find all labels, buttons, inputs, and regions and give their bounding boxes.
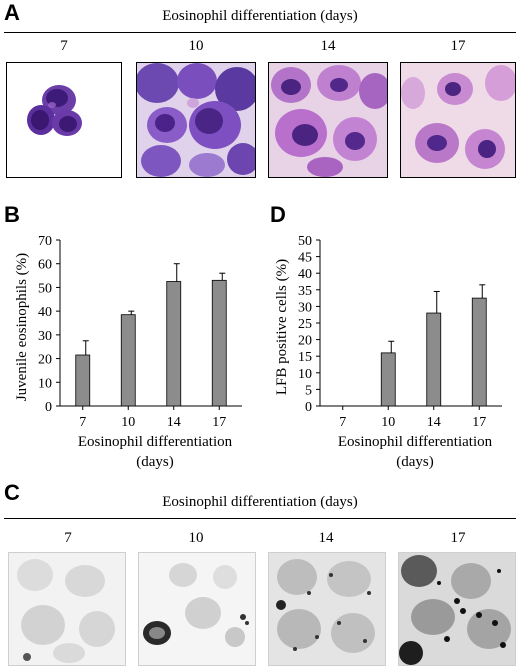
- chart-d-xlabel: Eosinophil differentiation: [338, 434, 493, 450]
- chart-d-xtick-label-17: 17: [472, 415, 486, 430]
- chart-b-ytick-label-3: 30: [38, 329, 52, 344]
- panel-c-day-17: 17: [450, 530, 466, 546]
- panel-a-day-7: 7: [60, 38, 68, 54]
- panel-a-day-10: 10: [188, 38, 204, 54]
- panel-c-day-7: 7: [64, 530, 72, 546]
- chart-b-ytick-label-7: 70: [38, 234, 52, 249]
- chart-d-ylabel: LFB positive cells (%): [274, 259, 290, 395]
- chart-d-ytick-label-7: 35: [298, 284, 312, 299]
- panel-a-day-17: 17: [450, 38, 466, 54]
- chart-d-bar-17: [471, 297, 487, 407]
- chart-b-xlabel-2: (days): [136, 454, 174, 470]
- panel-a-rule: [4, 32, 516, 33]
- chart-d-ytick-label-5: 25: [298, 317, 312, 332]
- micrograph-a-day-7: [6, 62, 122, 178]
- chart-d-ytick-label-3: 15: [298, 350, 312, 365]
- chart-d: 0 5 10 15 20 25 30 35 40 45 50 7 10 14 17 Eosinophil di…: [260, 220, 520, 470]
- panel-letter-a: A: [4, 0, 20, 25]
- chart-d-ytick-label-10: 50: [298, 234, 312, 249]
- chart-b-xtick-label-10: 10: [121, 415, 135, 430]
- chart-b-ytick-label-4: 40: [38, 305, 52, 320]
- panel-letter-b: B: [4, 202, 20, 227]
- micrograph-c-day-14: [268, 552, 386, 666]
- chart-d-xtick-label-10: 10: [381, 415, 395, 430]
- chart-d-ytick-label-6: 30: [298, 300, 312, 315]
- micrograph-a-day-14: [268, 62, 388, 178]
- panel-c-day-14: 14: [318, 530, 334, 546]
- chart-d-ytick-label-2: 10: [298, 367, 312, 382]
- chart-d-ytick-label-4: 20: [298, 334, 312, 349]
- chart-b-xtick-label-7: 7: [79, 415, 86, 430]
- chart-d-xtick-label-14: 14: [427, 415, 441, 430]
- panel-a-day-14: 14: [320, 38, 336, 54]
- micrograph-c-day-7: [8, 552, 126, 666]
- panel-c-title: Eosinophil differentiation (days): [162, 494, 358, 510]
- chart-b-ylabel: Juvenile eosinophils (%): [14, 253, 30, 401]
- panel-c-day-10: 10: [188, 530, 204, 546]
- chart-d-ytick-label-8: 40: [298, 267, 312, 282]
- chart-b-ytick-label-2: 20: [38, 353, 52, 368]
- micrograph-a-day-10: [136, 62, 256, 178]
- chart-b-bar-17: [211, 279, 227, 407]
- chart-b-ytick-label-1: 10: [38, 376, 52, 391]
- chart-b-xtick-label-14: 14: [167, 415, 181, 430]
- micrograph-c-day-10: [138, 552, 256, 666]
- chart-d-xlabel-2: (days): [396, 454, 434, 470]
- panel-letter-d: D: [270, 202, 286, 227]
- panel-c-rule: [4, 518, 516, 519]
- chart-b-bar-7: [75, 354, 91, 407]
- chart-b-xtick-label-17: 17: [212, 415, 226, 430]
- chart-b: 0 10 20 30 40 50 60 70 7 10 14 17 Eosinophil differe…: [0, 220, 260, 470]
- chart-b-xlabel: Eosinophil differentiation: [78, 434, 233, 450]
- chart-d-ytick-label-0: 0: [305, 400, 312, 415]
- chart-b-svg: 0 10 20 30 40 50 60 70 7 10 14 17 Eosinophil differe…: [14, 234, 242, 470]
- chart-d-xtick-label-7: 7: [339, 415, 346, 430]
- chart-b-ytick-label-6: 60: [38, 258, 52, 273]
- micrograph-a-day-17: [400, 62, 516, 178]
- chart-b-ytick-label-0: 0: [45, 400, 52, 415]
- panel-a-title: Eosinophil differentiation (days): [162, 8, 358, 24]
- chart-d-bar-14: [426, 312, 442, 407]
- panel-letter-c: C: [4, 480, 20, 505]
- chart-d-ytick-label-9: 45: [298, 251, 312, 266]
- chart-d-bar-10: [380, 352, 396, 407]
- chart-b-bar-10: [120, 314, 136, 407]
- micrograph-c-day-17: [398, 552, 516, 666]
- chart-d-ytick-label-1: 5: [305, 383, 312, 398]
- chart-b-bar-14: [166, 281, 182, 407]
- chart-b-ytick-label-5: 50: [38, 281, 52, 296]
